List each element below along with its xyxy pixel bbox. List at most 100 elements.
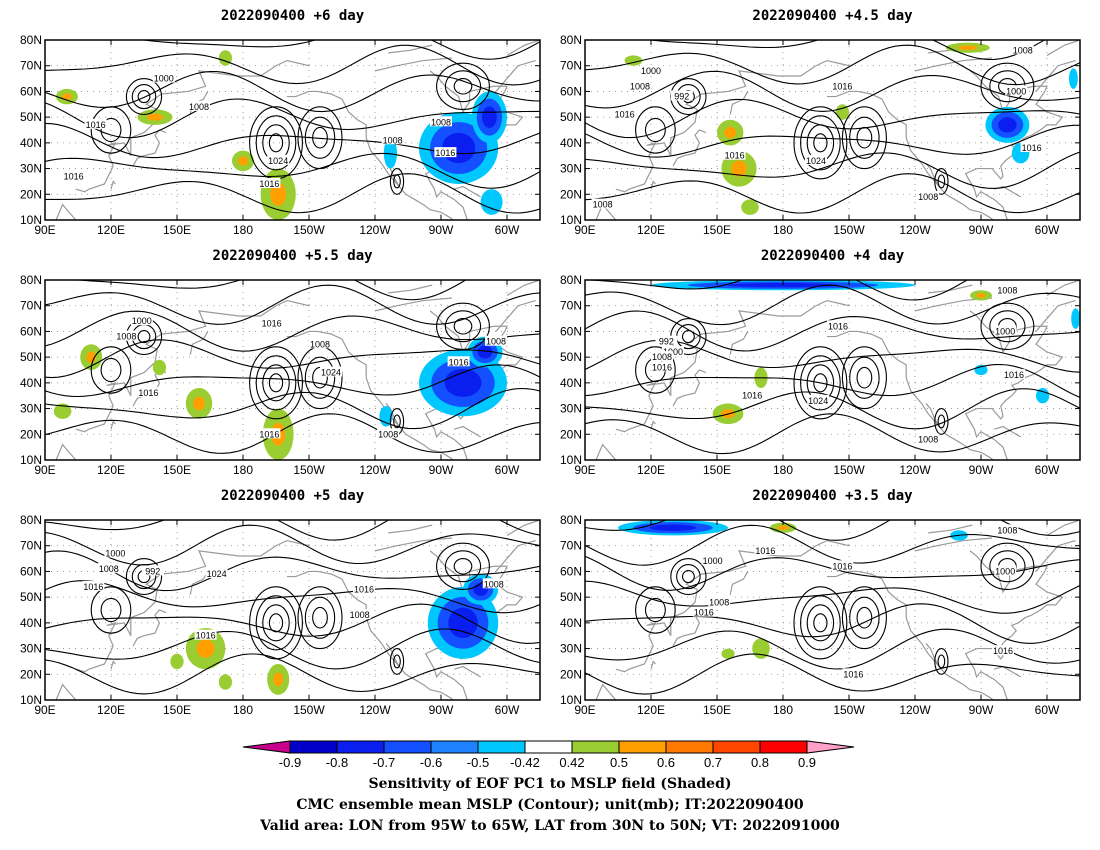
contour-label-bg [353,583,375,594]
positive-sensitivity-core [193,396,205,411]
colorbar-bin [430,740,479,754]
contour-label-bg [97,562,120,573]
mslp-contour-ring [670,558,707,596]
lat-tick-label: 70N [560,59,582,73]
coastline [287,90,455,220]
contour-label: 1000 [132,316,152,326]
mslp-contour-ring [937,654,946,669]
lat-tick-label: 30N [560,162,582,176]
colorbar-label: -0.7 [373,755,395,770]
positive-sensitivity-core [238,156,248,166]
lon-tick-label: 180 [233,703,253,717]
colorbar-label: 0.7 [704,755,722,770]
colorbar-high-end [806,740,855,754]
coastline [55,443,77,460]
contour-label: 1016 [435,148,455,158]
lon-tick-label: 150W [833,223,865,237]
contour-label-bg [1011,44,1034,55]
mslp-contour-ring [100,117,122,143]
lat-tick-label: 10N [20,453,42,467]
lon-tick-label: 150E [703,223,731,237]
contour-label-bg [115,330,138,341]
lat-tick-label: 30N [560,642,582,656]
mslp-contour-ring [793,106,848,180]
mslp-contour-ring [100,597,122,623]
mslp-contour-ring [980,62,1035,110]
mslp-contour [645,40,1046,61]
contour-label-bg [842,668,865,679]
mslp-contour-ring [980,542,1035,590]
mslp-contour-ring [297,586,343,650]
panel-frame [584,519,1081,701]
mslp-contour-ring [453,78,473,95]
mslp-contour [45,387,540,430]
lon-tick-label: 120E [97,463,125,477]
coastline [729,91,749,115]
contour-label-bg [805,154,827,165]
coastline [110,420,116,430]
lat-tick-label: 20N [20,427,42,441]
coastline [925,643,940,667]
mslp-contour-ring [841,586,887,650]
contour-label-bg [267,154,290,165]
mslp-contour-ring [937,414,946,429]
colorbar-label: 0.8 [751,755,769,770]
mslp-contour-ring [436,542,490,590]
positive-sensitivity-region [170,653,184,670]
lat-tick-label: 30N [560,402,582,416]
lon-tick-label: 120W [359,463,391,477]
contour-label-bg [258,428,281,439]
colorbar-bin [477,740,526,754]
mslp-contour-ring [849,116,880,159]
mslp-contour-ring [934,408,949,435]
lon-tick-label: 180 [233,463,253,477]
lon-tick-label: 60W [495,463,520,477]
colorbar-bin [336,740,385,754]
mslp-contour-ring [90,586,132,634]
mslp-contour-ring [849,356,880,399]
lat-tick-label: 80N [560,33,582,47]
coastline [110,180,116,190]
negative-sensitivity-region [1071,308,1080,329]
coastline [506,280,540,296]
negative-sensitivity-core [998,117,1017,133]
coastline [650,660,656,670]
mslp-contour-ring [813,613,828,633]
mslp-contour [45,310,540,352]
mslp-contour [585,413,1080,455]
lon-tick-label: 90W [429,223,454,237]
coastline [55,683,77,700]
mslp-contour-ring [849,596,880,639]
contour-label: 1016 [64,171,84,181]
coastline [672,369,707,407]
contour-label-bg [84,118,107,129]
map-area: 9921000100810161016101610241008100010161… [585,280,1080,460]
lon-tick-label: 90W [969,703,994,717]
contour-label-bg [194,629,217,640]
contour-label: 1008 [350,610,370,620]
mslp-contour-ring [989,550,1026,583]
coastline [914,57,993,72]
mslp-contour-ring [793,346,848,420]
positive-sensitivity-core [62,93,72,101]
mslp-contour [45,520,540,541]
coastline [374,57,453,72]
colorbar-label: -0.9 [279,755,301,770]
positive-sensitivity-core [777,525,789,531]
contour-label-bg [1020,142,1043,152]
coastline [1035,539,1076,572]
lon-tick-label: 60W [1035,703,1060,717]
lat-tick-label: 20N [560,667,582,681]
contour-label: 1008 [918,192,938,202]
contour-label: 1008 [709,597,729,607]
mslp-contour-ring [249,106,303,180]
coastline [615,299,850,433]
lat-tick-label: 70N [560,539,582,553]
coastline [615,539,850,673]
coastline [650,180,656,190]
mslp-contour-ring [813,133,828,153]
mslp-contour [585,580,1080,614]
contour-label-bg [434,147,457,158]
mslp-contour [45,122,540,159]
